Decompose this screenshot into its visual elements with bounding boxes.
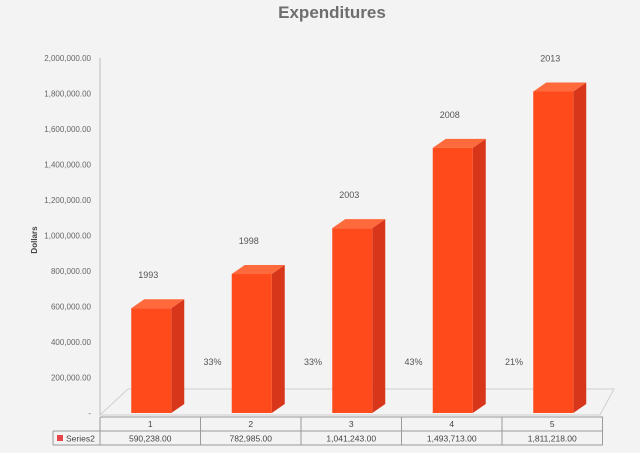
bar [231,274,272,413]
y-tick-label: 800,000.00 [51,267,92,276]
bar [533,91,574,414]
chart-title: Expenditures [278,3,386,22]
bar [332,228,373,413]
floor-plane [98,388,615,416]
data-table: 1 590,238.00 2 782,985.00 3 1,041,243.00 4 1,49… [52,416,603,446]
data-label: 1,811,218.00 [528,434,577,444]
data-label: 590,238.00 [129,434,172,444]
bar-side [472,138,486,413]
y-tick-label: 600,000.00 [51,303,92,312]
bar [432,147,473,413]
bar [131,308,172,413]
axes [98,58,615,416]
bar-year-annotation: 1998 [239,236,259,246]
legend-swatch [57,435,63,441]
y-tick-label: 1,400,000.00 [44,161,91,170]
category-label: 5 [550,419,555,429]
bar-year-annotation: 1993 [138,270,158,280]
bar-side [271,265,285,413]
bar-top [332,219,386,229]
bar-side [171,299,185,413]
data-label: 782,985.00 [229,434,272,444]
y-tick-labels: - 200,000.00 400,000.00 600,000.00 800,000.0… [44,54,91,418]
bar-year-annotation: 2003 [339,190,359,200]
bar-top [131,299,185,309]
y-tick-label: 200,000.00 [51,374,92,383]
bar-side [573,82,587,414]
data-label: 1,041,243.00 [326,434,376,444]
category-label: 2 [248,419,253,429]
bar-top [432,138,486,148]
y-tick-label: 1,200,000.00 [44,196,91,205]
y-tick-label: 400,000.00 [51,338,92,347]
bar-year-annotation: 2008 [440,110,460,120]
category-label: 3 [349,419,354,429]
y-tick-label: 2,000,000.00 [44,54,91,63]
y-tick-label: 1,000,000.00 [44,232,91,241]
bars [131,82,587,414]
bar-year-annotation: 2013 [540,54,560,64]
bar-annotations: 1993 1998 2003 2008 2013 33% 33% 43% 21% [138,54,560,367]
category-label: 4 [449,419,454,429]
growth-annotation: 21% [505,357,523,367]
bar-top [231,265,285,275]
growth-annotation: 33% [203,357,221,367]
bar-side [372,219,386,413]
data-label: 1,493,713.00 [427,434,477,444]
y-tick-label: - [88,409,91,418]
growth-annotation: 43% [404,357,422,367]
y-tick-label: 1,800,000.00 [44,90,91,99]
legend-entry: Series2 [66,434,95,444]
growth-annotation: 33% [304,357,322,367]
y-axis-label: Dollars [30,226,39,254]
y-tick-label: 1,600,000.00 [44,125,91,134]
bar-top [533,82,587,92]
category-label: 1 [148,419,153,429]
